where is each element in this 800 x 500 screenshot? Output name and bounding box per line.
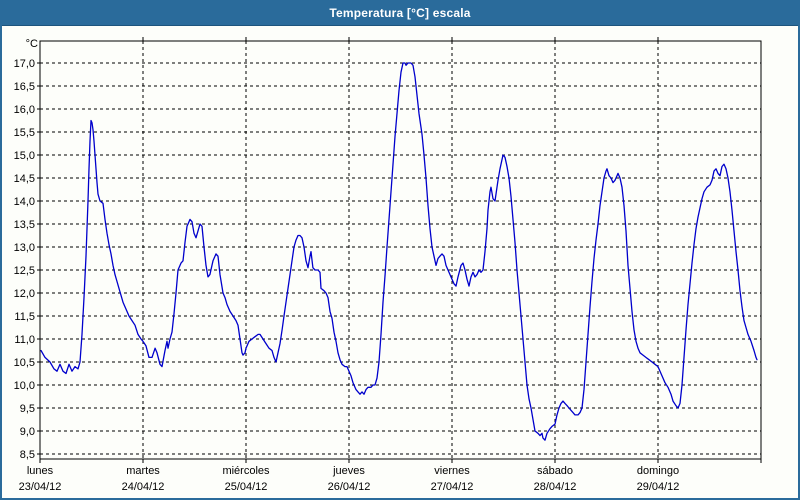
- x-tick-day-label: viernes: [434, 465, 470, 477]
- x-tick-day-label: miércoles: [222, 465, 270, 477]
- x-tick-date-label: 23/04/12: [19, 481, 62, 493]
- x-tick-date-label: 25/04/12: [225, 481, 268, 493]
- x-tick-date-label: 29/04/12: [637, 481, 680, 493]
- y-tick-label: 17,0: [14, 58, 35, 70]
- plot-border: [39, 40, 762, 460]
- x-tick-day-label: domingo: [637, 465, 679, 477]
- y-tick-label: 11,5: [14, 311, 35, 323]
- window-title: Temperatura [°C] escala: [329, 5, 471, 20]
- y-tick-label: 13,0: [14, 242, 35, 254]
- temperature-chart: 17,0 16,5 16,0 15,5 15,0 14,5 14,0 13,5 13,0 12,5…: [14, 37, 762, 493]
- y-tick-label: 8,5: [20, 449, 35, 461]
- window-title-bar[interactable]: Temperatura [°C] escala: [2, 2, 798, 26]
- y-tick-label: 14,0: [14, 196, 35, 208]
- x-tick-date-label: 24/04/12: [122, 481, 165, 493]
- temperature-series-line: [40, 62, 758, 441]
- y-tick-label: 13,5: [14, 219, 35, 231]
- y-tick-label: 14,5: [14, 173, 35, 185]
- y-tick-label: 15,0: [14, 150, 35, 162]
- y-axis-unit-label: °C: [26, 38, 38, 50]
- x-tick-day-label: martes: [126, 465, 160, 477]
- y-tick-label: 16,5: [14, 81, 35, 93]
- x-tick-date-label: 27/04/12: [431, 481, 474, 493]
- chart-area: 17,0 16,5 16,0 15,5 15,0 14,5 14,0 13,5 13,0 12,5…: [2, 26, 798, 498]
- y-tick-label: 9,5: [20, 403, 35, 415]
- y-tick-label: 12,0: [14, 288, 35, 300]
- x-tick-date-label: 26/04/12: [328, 481, 371, 493]
- y-tick-label: 15,5: [14, 127, 35, 139]
- x-tick-day-label: jueves: [332, 465, 365, 477]
- y-tick-label: 12,5: [14, 265, 35, 277]
- x-tick-day-label: sábado: [537, 465, 573, 477]
- y-tick-label: 9,0: [20, 426, 35, 438]
- x-tick-day-label: lunes: [27, 465, 54, 477]
- y-tick-label: 16,0: [14, 104, 35, 116]
- y-tick-label: 11,0: [14, 334, 35, 346]
- x-tick-date-label: 28/04/12: [534, 481, 577, 493]
- y-tick-label: 10,5: [14, 357, 35, 369]
- y-tick-label: 10,0: [14, 380, 35, 392]
